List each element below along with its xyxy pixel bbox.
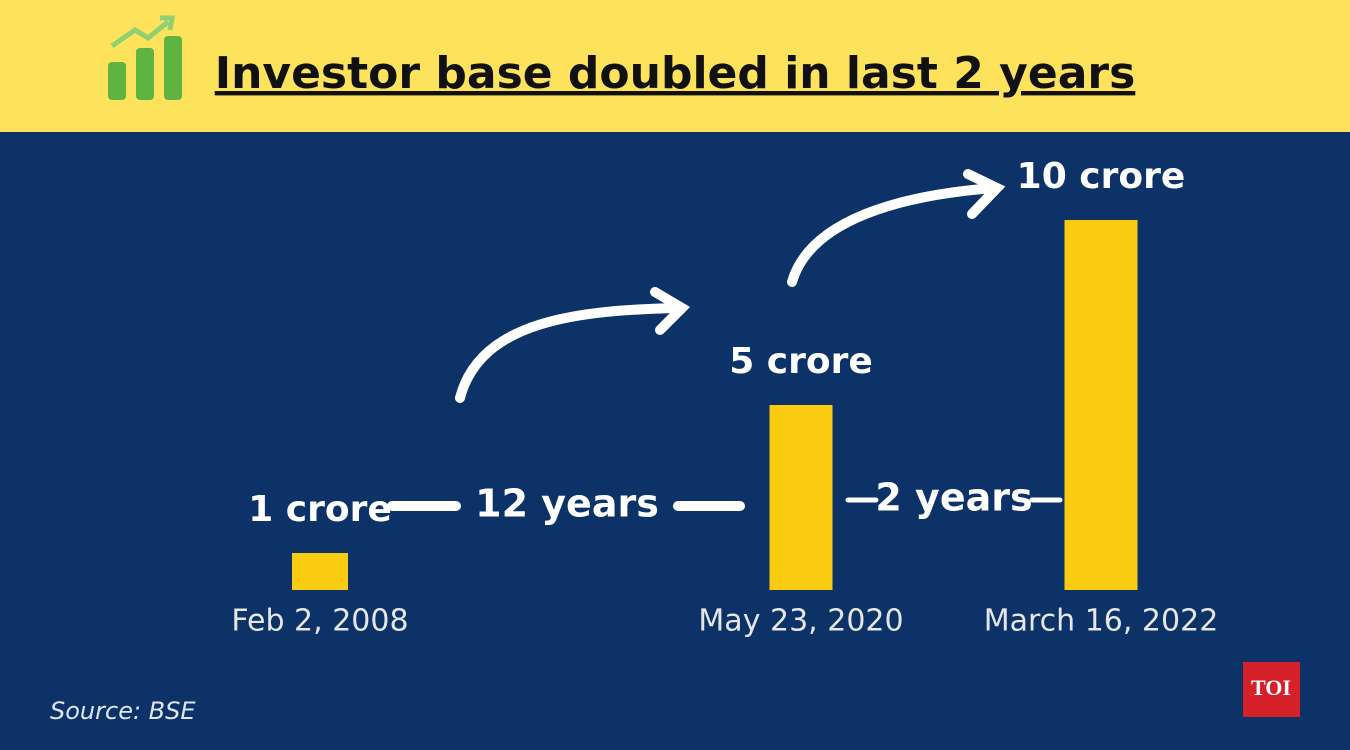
x-tick-label: Feb 2, 2008 [231,604,408,639]
bar [1064,220,1138,590]
value-label: 5 crore [729,341,873,382]
chart-icon [108,15,182,100]
value-label: 1 crore [248,489,392,530]
value-label: 10 crore [1017,156,1186,197]
logo-box [1243,662,1300,717]
annotation: 12 years [475,482,659,526]
logo: TOI [1251,675,1291,700]
source: Source: BSE [50,697,196,725]
header-band [0,0,1350,132]
bar [292,553,348,590]
annotation: 2 years [875,476,1032,520]
x-tick-label: March 16, 2022 [984,604,1219,639]
bar [769,405,833,590]
chart-title: Investor base doubled in last 2 years [215,48,1136,99]
arrows [387,169,1063,511]
x-tick-label: May 23, 2020 [698,604,903,639]
